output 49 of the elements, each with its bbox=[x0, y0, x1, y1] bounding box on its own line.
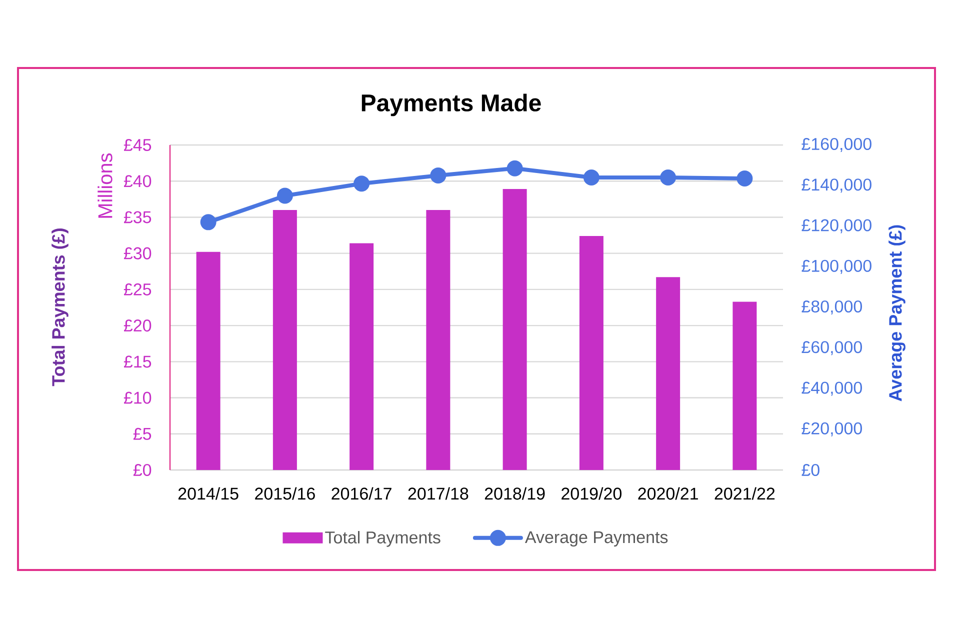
point bbox=[660, 169, 676, 186]
y-tick-label: £5 bbox=[133, 428, 152, 440]
bar bbox=[579, 236, 604, 470]
bar bbox=[656, 277, 680, 470]
point bbox=[583, 169, 600, 186]
x-tick-label: 2016/17 bbox=[332, 487, 392, 500]
point bbox=[736, 170, 753, 187]
bar bbox=[732, 302, 757, 470]
bar bbox=[196, 252, 220, 470]
y2-tick-label: £0 bbox=[802, 464, 820, 476]
bar bbox=[350, 243, 374, 470]
x-tick-label: 2021/22 bbox=[714, 487, 775, 500]
legend-label: Total Payments bbox=[325, 531, 440, 547]
y-axis-title: Total Payments (£) bbox=[52, 228, 68, 386]
y-tick-label: £0 bbox=[133, 464, 152, 476]
x-tick-label: 2017/18 bbox=[408, 487, 468, 500]
y-tick-label: £10 bbox=[124, 392, 152, 404]
point bbox=[200, 214, 216, 230]
y2-tick-label: £140,000 bbox=[802, 178, 872, 193]
bar bbox=[272, 210, 297, 470]
y-tick-label: £40 bbox=[124, 175, 152, 188]
point bbox=[430, 167, 446, 184]
y-tick-label: £20 bbox=[124, 320, 152, 332]
x-tick-label: 2018/19 bbox=[484, 487, 545, 500]
point bbox=[276, 188, 293, 204]
text: Millions bbox=[98, 153, 112, 218]
x-tick-label: 2015/16 bbox=[255, 487, 315, 500]
x-tick-label: 2020/21 bbox=[638, 487, 698, 500]
y2-tick-label: £20,000 bbox=[802, 422, 862, 436]
x-tick-label: 2019/20 bbox=[562, 487, 622, 500]
y-tick-label: £15 bbox=[124, 356, 152, 368]
y-tick-label: £25 bbox=[124, 283, 152, 296]
point bbox=[354, 176, 370, 192]
bar bbox=[502, 189, 527, 470]
bar bbox=[426, 210, 450, 470]
y-tick-label: £30 bbox=[124, 247, 152, 260]
legend-label: Average Payments bbox=[524, 531, 668, 547]
y2-tick-label: £80,000 bbox=[802, 300, 862, 315]
x-tick-label: 2014/15 bbox=[178, 487, 238, 500]
point bbox=[506, 160, 523, 176]
y2-tick-label: £120,000 bbox=[802, 219, 872, 234]
y2-tick-label: £100,000 bbox=[802, 260, 872, 274]
y2-tick-label: £160,000 bbox=[802, 138, 872, 152]
y-tick-label: £35 bbox=[124, 211, 152, 224]
y2-tick-label: £40,000 bbox=[802, 382, 862, 396]
y2-tick-label: £60,000 bbox=[802, 341, 862, 356]
y2-axis-title: Average Payment (£) bbox=[888, 225, 906, 402]
chart-title: Payments Made bbox=[362, 94, 541, 116]
y-tick-label: £45 bbox=[124, 138, 152, 152]
